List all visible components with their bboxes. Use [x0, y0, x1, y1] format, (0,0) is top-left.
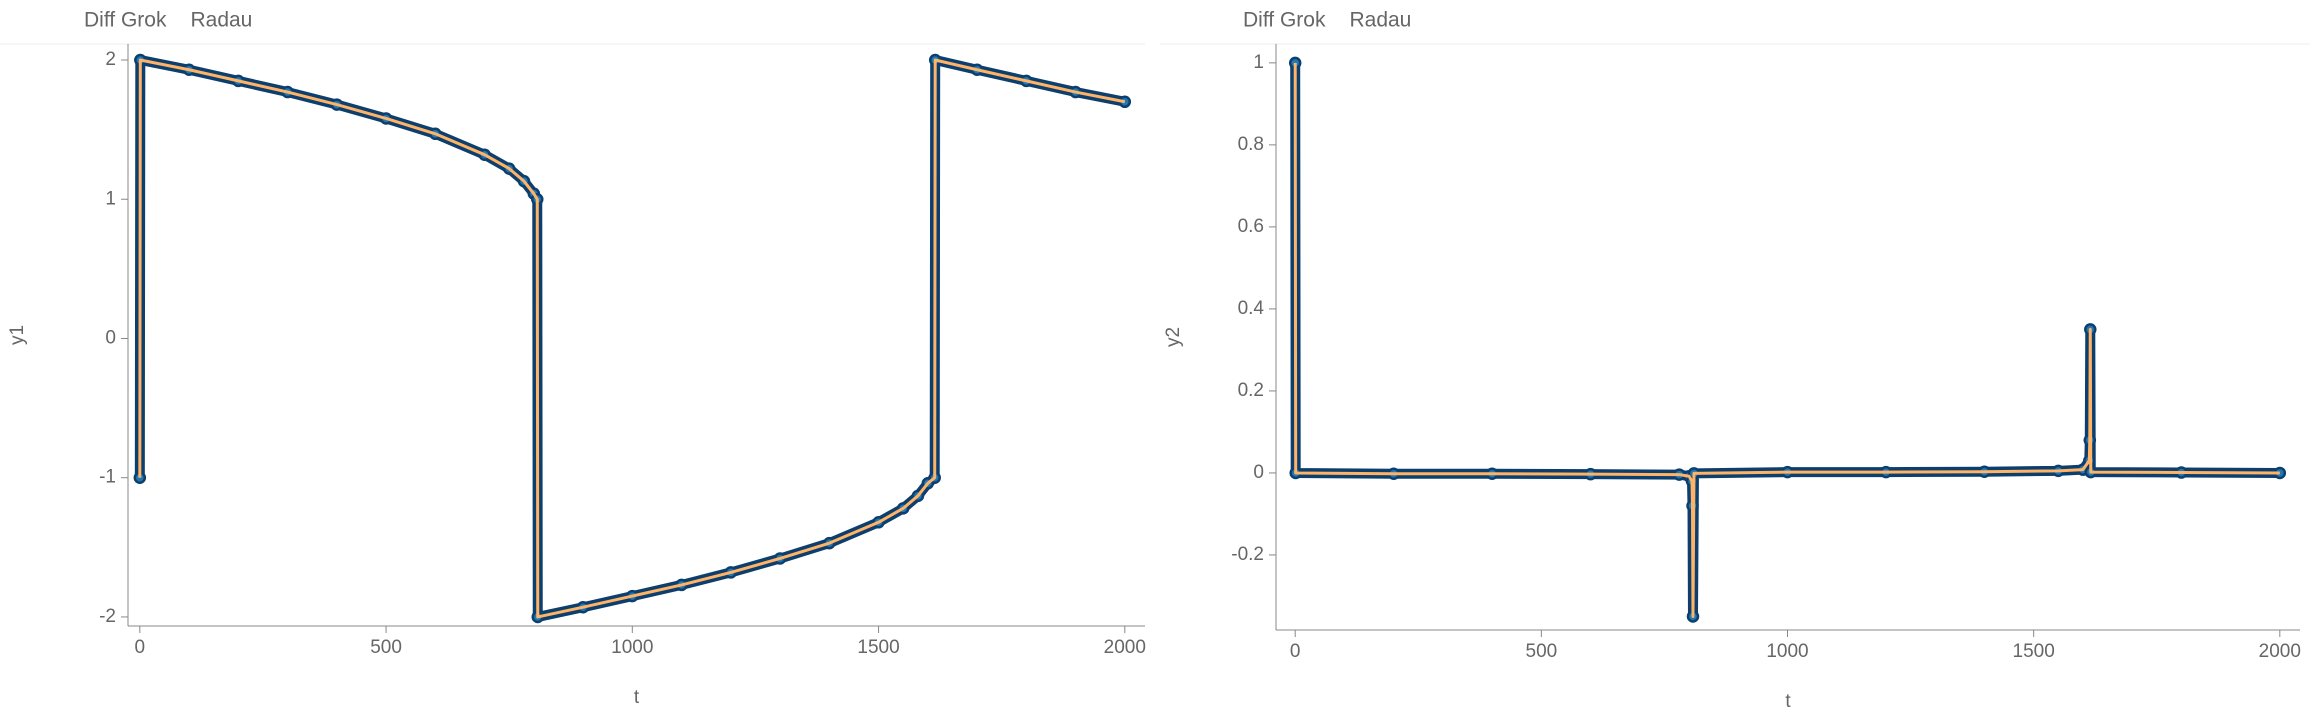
y-tick-label: 0.4 — [1238, 298, 1265, 319]
x-tick-label: 500 — [370, 637, 402, 658]
y-axis-label: y1 — [7, 325, 28, 345]
x-axis-label: t — [1785, 691, 1791, 712]
x-tick-label: 2000 — [2259, 641, 2301, 662]
y-tick-label: 0.8 — [1238, 134, 1264, 155]
legend-entry: Diff Grok — [1243, 9, 1326, 32]
y-tick-label: 0 — [105, 327, 116, 348]
y-axis-label: y2 — [1163, 327, 1184, 347]
x-tick-label: 0 — [1290, 641, 1301, 662]
x-tick-label: 500 — [1526, 641, 1558, 662]
y-tick-label: 2 — [105, 49, 116, 70]
x-tick-label: 1000 — [1766, 641, 1808, 662]
series-line — [138, 58, 1126, 619]
y-tick-label: 1 — [105, 188, 116, 209]
x-tick-label: 1000 — [611, 637, 653, 658]
legend-entry: Radau — [190, 9, 252, 32]
series-line — [1293, 62, 2280, 618]
y-tick-label: 0.6 — [1238, 216, 1264, 237]
y-tick-label: 0.2 — [1238, 380, 1264, 401]
y-tick-label: 0 — [1253, 462, 1264, 483]
x-tick-label: 2000 — [1104, 637, 1146, 658]
legend-entry: Radau — [1349, 9, 1411, 32]
y-tick-label: 1 — [1253, 52, 1264, 73]
y-tick-label: -2 — [99, 606, 116, 627]
series-line — [1290, 57, 2285, 622]
legend-entry: Diff Grok — [84, 9, 167, 32]
x-tick-label: 0 — [135, 637, 146, 658]
series-line — [134, 55, 1130, 622]
x-axis-label: t — [634, 687, 640, 708]
x-tick-label: 1500 — [857, 637, 899, 658]
y-tick-label: -1 — [99, 467, 116, 488]
y-tick-label: -0.2 — [1231, 544, 1264, 565]
x-tick-label: 1500 — [2013, 641, 2055, 662]
